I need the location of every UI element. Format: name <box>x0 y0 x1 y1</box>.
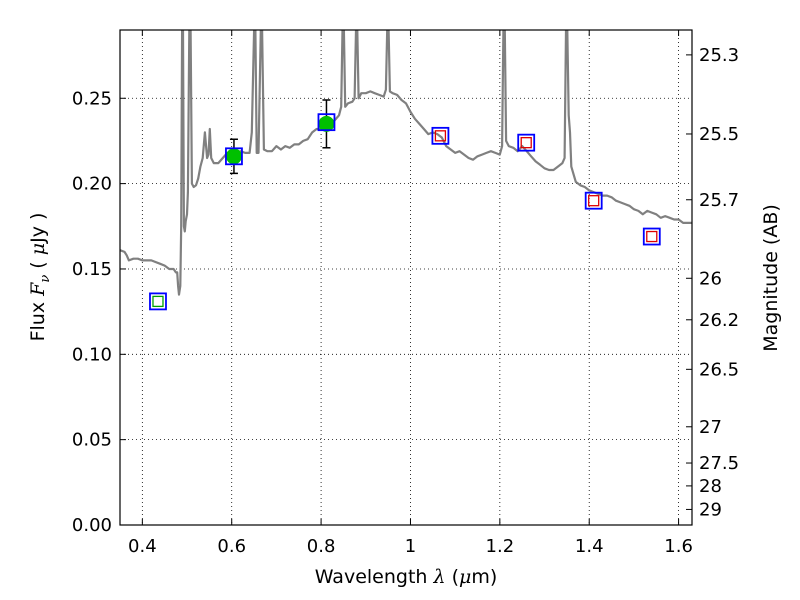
mag-tick-label: 25.5 <box>699 124 739 145</box>
mag-tick-label: 26.2 <box>699 310 739 331</box>
model-flux-box <box>584 191 603 210</box>
x-tick-label: 1 <box>405 536 416 557</box>
mag-tick-label: 26.5 <box>699 359 739 380</box>
filter-flux-box <box>588 195 600 207</box>
plot-frame <box>119 29 693 526</box>
x-tick-label: 0.4 <box>128 536 157 557</box>
y-tick-label: 0.20 <box>72 174 112 195</box>
x-tick-label: 1.4 <box>575 536 604 557</box>
x-tick-label: 0.8 <box>307 536 336 557</box>
observed-flux-point <box>318 115 335 132</box>
secondary-y-axis-label: Magnitude (AB) <box>760 204 782 352</box>
y-tick-label: 0.10 <box>72 344 112 365</box>
mag-tick-label: 25.7 <box>699 190 739 211</box>
mag-tick-label: 29 <box>699 499 722 520</box>
x-tick-label: 1.6 <box>664 536 693 557</box>
y-tick-label: 0.15 <box>72 259 112 280</box>
model-flux-box <box>149 292 167 311</box>
x-axis-label: Wavelength λ (μm) <box>315 566 498 588</box>
y-tick-label: 0.25 <box>72 88 112 109</box>
mag-tick-label: 25.3 <box>699 45 739 66</box>
model-flux-box <box>431 126 450 145</box>
model-flux-box <box>225 147 243 166</box>
photometry-markers <box>149 99 661 311</box>
mag-tick-label: 27.5 <box>699 453 739 474</box>
x-tick-label: 1.2 <box>486 536 515 557</box>
filter-flux-box <box>520 137 532 149</box>
model-flux-box <box>317 113 336 132</box>
observed-flux-point <box>225 148 242 165</box>
filter-flux-box <box>434 130 447 142</box>
x-tick-label: 0.6 <box>217 536 246 557</box>
model-flux-box <box>517 133 536 152</box>
mag-tick-label: 28 <box>699 476 722 497</box>
sed-model-curve <box>120 30 692 296</box>
sed-series <box>120 30 692 296</box>
filter-flux-box <box>152 295 164 308</box>
model-flux-box <box>642 227 661 246</box>
axis-ticks: 0.4 0.6 0.8 1 1.2 1.4 1.6 0.00 0.05 0.10 0.15 0.20 0… <box>72 30 739 557</box>
y-tick-label: 0.05 <box>72 430 112 451</box>
y-tick-label: 0.00 <box>72 515 112 536</box>
filter-flux-box <box>646 230 658 243</box>
mag-tick-label: 27 <box>699 417 722 438</box>
mag-tick-label: 26 <box>699 268 722 289</box>
y-axis-label: Flux Fν ( μJy ) <box>27 213 53 342</box>
